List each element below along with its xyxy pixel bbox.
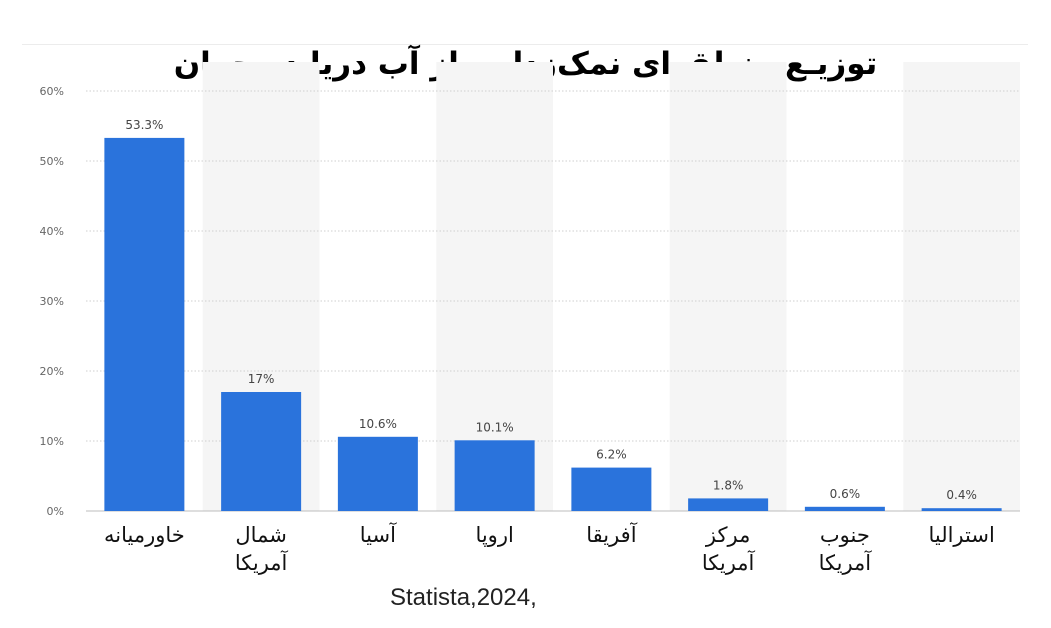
y-tick-label: 30% xyxy=(40,295,64,308)
bar-value-label: 0.6% xyxy=(830,487,861,501)
x-tick-label: آمریکا xyxy=(702,550,756,575)
bar-value-label: 53.3% xyxy=(125,118,163,132)
bar xyxy=(337,436,418,511)
x-tick-label: شمال xyxy=(235,523,286,547)
bar-value-label: 10.6% xyxy=(359,417,397,431)
x-tick-label: آمریکا xyxy=(819,550,873,575)
y-tick-label: 20% xyxy=(40,365,64,378)
x-tick-label: خاورمیانه xyxy=(104,523,185,547)
bar-value-label: 10.1% xyxy=(476,420,514,434)
y-tick-label: 60% xyxy=(40,85,64,98)
x-tick-label: اروپا xyxy=(475,523,513,547)
y-tick-label: 50% xyxy=(40,155,64,168)
x-tick-label: آفریقا xyxy=(586,522,637,547)
bar xyxy=(454,440,535,511)
y-tick-label: 0% xyxy=(47,505,64,518)
bar-value-label: 6.2% xyxy=(596,448,627,462)
bar xyxy=(688,498,769,511)
category-band xyxy=(669,62,787,511)
y-tick-label: 10% xyxy=(40,435,64,448)
bar-value-label: 17% xyxy=(248,372,275,386)
source-note: Statista,2024, xyxy=(390,584,537,611)
x-tick-label: آمریکا xyxy=(235,550,289,575)
bar-value-label: 1.8% xyxy=(713,478,744,492)
category-band xyxy=(903,62,1020,511)
bar xyxy=(571,467,652,511)
bar-value-label: 0.4% xyxy=(946,488,977,502)
category-band xyxy=(436,62,553,511)
x-tick-label: مرکز xyxy=(705,523,750,547)
bar xyxy=(921,508,1002,511)
bar xyxy=(221,392,302,511)
bar xyxy=(804,506,885,511)
title-divider xyxy=(22,44,1028,45)
x-tick-label: آسیا xyxy=(360,522,397,547)
x-tick-label: استرالیا xyxy=(928,523,994,547)
bar xyxy=(104,137,185,511)
y-tick-label: 40% xyxy=(40,225,64,238)
x-tick-label: جنوب xyxy=(820,523,870,547)
